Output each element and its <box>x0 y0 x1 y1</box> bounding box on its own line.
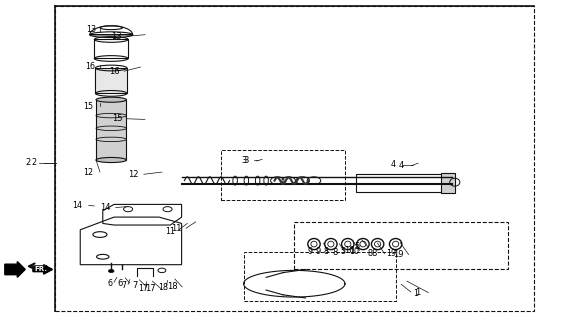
Ellipse shape <box>96 157 126 163</box>
Text: 9: 9 <box>307 247 312 257</box>
Text: 3: 3 <box>244 156 249 165</box>
Text: 1: 1 <box>415 288 421 297</box>
Text: 19: 19 <box>393 250 404 259</box>
Circle shape <box>109 269 114 273</box>
Bar <box>96 100 126 160</box>
Text: 19: 19 <box>387 249 397 258</box>
Bar <box>243 252 396 301</box>
Text: 14: 14 <box>72 202 83 211</box>
Text: 1: 1 <box>413 289 418 298</box>
Ellipse shape <box>96 97 126 102</box>
Bar <box>294 222 508 269</box>
Text: 16: 16 <box>85 62 96 71</box>
Text: 8: 8 <box>371 249 377 258</box>
Text: 16: 16 <box>109 67 119 76</box>
Text: 2: 2 <box>26 158 31 167</box>
Text: 3: 3 <box>241 156 246 164</box>
Text: 4: 4 <box>391 160 395 169</box>
Text: 8: 8 <box>368 249 373 258</box>
Polygon shape <box>33 265 52 274</box>
Text: 8: 8 <box>332 248 337 257</box>
Text: 12: 12 <box>128 170 139 179</box>
Text: 12: 12 <box>84 168 94 177</box>
Text: FR.: FR. <box>6 265 20 274</box>
Text: 15: 15 <box>112 114 122 123</box>
Text: 6: 6 <box>117 279 122 288</box>
Bar <box>96 68 127 93</box>
Text: 18: 18 <box>167 282 177 292</box>
Text: 11: 11 <box>165 227 175 236</box>
Text: 14: 14 <box>100 203 111 212</box>
Text: FR.: FR. <box>34 267 47 272</box>
Text: 7: 7 <box>122 281 127 290</box>
Bar <box>441 173 455 193</box>
Text: 9: 9 <box>315 247 320 257</box>
Text: 7: 7 <box>132 281 138 290</box>
Text: 18: 18 <box>158 283 169 292</box>
Text: 5: 5 <box>355 242 360 251</box>
Text: 8: 8 <box>324 247 329 257</box>
Text: 13: 13 <box>87 25 97 35</box>
Text: 6: 6 <box>107 279 112 288</box>
Text: 2: 2 <box>32 158 37 167</box>
Text: 5: 5 <box>341 247 346 257</box>
Text: 10: 10 <box>344 246 355 255</box>
Bar <box>356 174 452 192</box>
Text: 17: 17 <box>138 284 148 293</box>
Text: 4: 4 <box>398 161 404 170</box>
Text: 15: 15 <box>84 101 94 111</box>
Text: 17: 17 <box>145 284 156 293</box>
Bar <box>221 150 345 200</box>
Text: 13: 13 <box>112 32 122 41</box>
Text: 10: 10 <box>350 247 359 257</box>
Bar <box>95 39 128 59</box>
Text: 11: 11 <box>171 224 181 233</box>
